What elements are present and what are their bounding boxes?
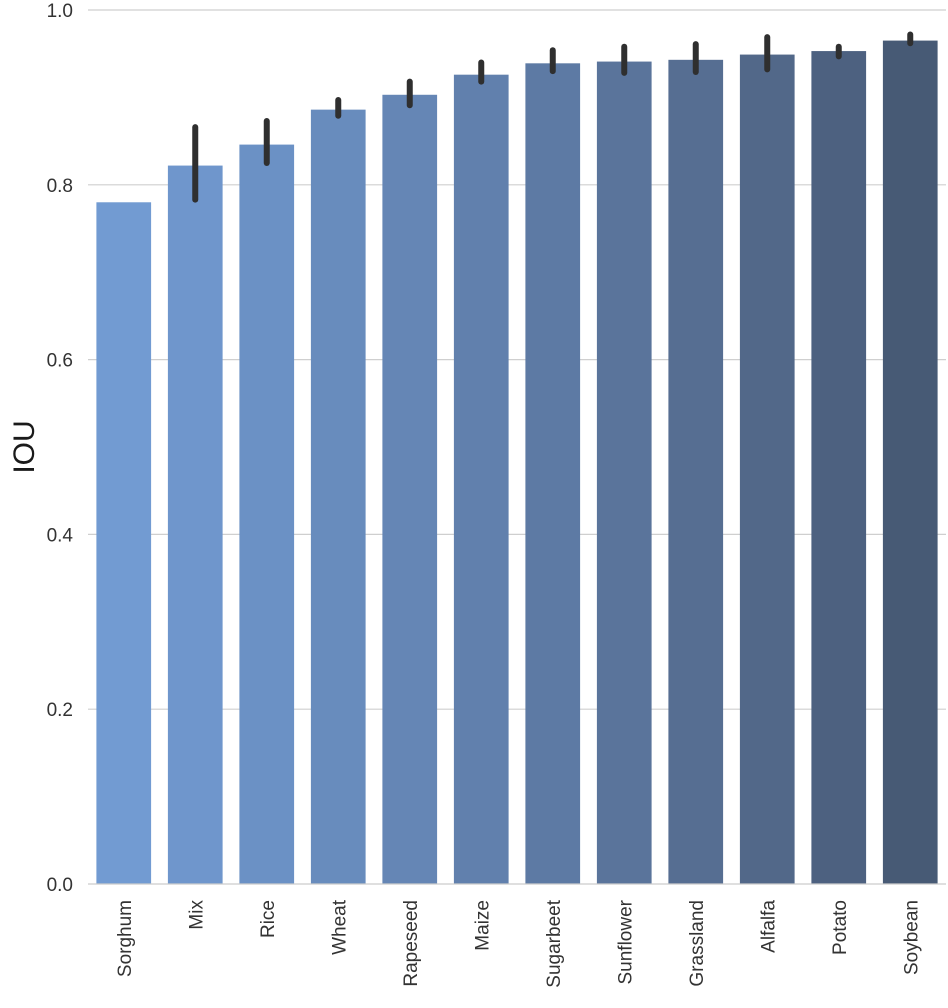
bars [96,40,938,885]
x-tick-label: Alfalfa [758,900,779,953]
y-axis-label: IOU [8,420,41,473]
bar-maize [453,74,509,884]
x-tick-label: Maize [472,900,493,951]
y-tick-label: 0.6 [47,351,73,372]
x-tick-label: Potato [830,900,851,955]
x-tick-label: Grassland [687,900,708,987]
bar-alfalfa [739,54,795,885]
y-tick-label: 0.8 [47,176,73,197]
bar-rapeseed [382,94,438,884]
bar-sorghum [96,202,152,884]
y-tick-label: 0.4 [47,525,74,546]
bar-grassland [668,59,724,885]
y-tick-label: 0.2 [47,700,73,721]
x-tick-label: Rapeseed [401,900,422,987]
bar-rice [239,144,295,884]
bar-mix [167,165,223,884]
y-tick-labels: 0.0 0.2 0.4 0.6 0.8 1.0 [47,1,74,896]
x-tick-label: Sugarbeet [544,899,565,987]
x-tick-label: Soybean [901,900,922,975]
bar-soybean [882,40,938,884]
error-bars [192,31,914,203]
bar-potato [811,51,867,884]
gridlines [88,9,946,710]
x-tick-label: Sorghum [115,900,136,977]
x-tick-labels: Sorghum Mix Rice Wheat Rapeseed Maize Sugarbee… [115,899,923,987]
y-tick-label: 1.0 [47,1,73,22]
bar-wheat [310,109,366,885]
bar-sunflower [596,61,652,885]
x-tick-label: Sunflower [615,899,636,984]
x-tick-label: Mix [186,900,207,930]
x-tick-label: Wheat [329,899,350,955]
x-tick-label: Rice [258,900,279,938]
y-tick-label: 0.0 [47,875,73,896]
bar-sugarbeet [525,63,581,884]
